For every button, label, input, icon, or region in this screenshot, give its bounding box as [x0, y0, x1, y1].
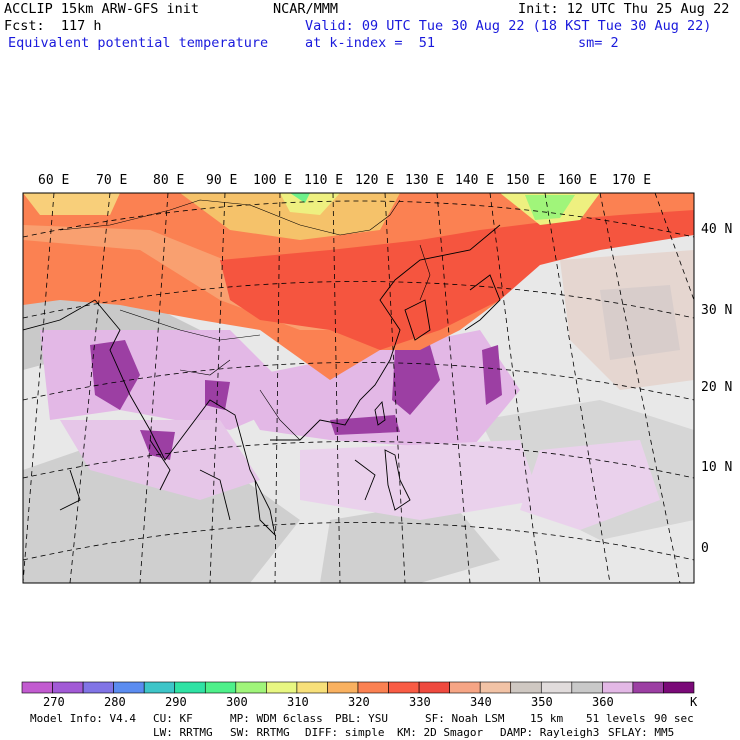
org-label: NCAR/MMM: [273, 1, 339, 17]
footer-levels: 51 levels: [586, 712, 646, 725]
colorbar-swatch: [327, 681, 359, 694]
colorbar-swatch: [21, 681, 53, 694]
borders: [59, 199, 431, 441]
footer-timestep: 90 sec: [654, 712, 694, 725]
lon-label: 100 E: [253, 173, 293, 188]
footer-sf: SF: Noah LSM: [425, 712, 505, 725]
colorbar-swatch: [540, 681, 573, 694]
lon-label: 160 E: [558, 173, 598, 188]
smoothing-label: sm= 2: [578, 35, 619, 51]
level-label: at k-index = 51: [305, 35, 436, 51]
model-title: ACCLIP 15km ARW-GFS init: [4, 1, 200, 17]
colorbar-swatch: [571, 681, 603, 694]
colorbar-unit: K: [690, 695, 698, 709]
lat-label: 40 N: [701, 222, 733, 237]
colorbar-label: 350: [531, 695, 553, 709]
colorbar-label: 310: [287, 695, 309, 709]
colorbar-swatch: [235, 681, 267, 694]
colorbar-swatch: [204, 681, 237, 694]
footer-sw: SW: RRTMG: [230, 726, 290, 739]
colorbar-label: 340: [470, 695, 492, 709]
footer-mp: MP: WDM 6class: [230, 712, 323, 725]
lat-label: 20 N: [701, 380, 733, 395]
colorbar-swatch: [479, 681, 512, 694]
coastlines: [23, 224, 501, 537]
colorbar-swatch: [449, 681, 481, 694]
colorbar-swatch: [632, 681, 664, 694]
footer-km: KM: 2D Smagor: [397, 726, 484, 739]
lon-label: 130 E: [405, 173, 445, 188]
footer-sflay: SFLAY: MM5: [608, 726, 675, 739]
colorbar-label: 360: [592, 695, 614, 709]
footer-model-info: Model Info: V4.4: [30, 712, 136, 725]
lon-label: 150 E: [506, 173, 546, 188]
footer-diff: DIFF: simple: [305, 726, 385, 739]
lon-label: 110 E: [304, 173, 344, 188]
colorbar-swatch: [266, 681, 298, 694]
colorbar-swatch: [143, 681, 176, 694]
map-frame: [22, 192, 695, 584]
colorbar-swatch: [663, 681, 695, 694]
footer-damp: DAMP: Rayleigh3: [500, 726, 600, 739]
lon-label: 90 E: [206, 173, 238, 188]
footer-lw: LW: RRTMG: [153, 726, 213, 739]
colorbar-label: 320: [348, 695, 370, 709]
colorbar-swatch: [357, 681, 389, 694]
lon-label: 140 E: [455, 173, 495, 188]
colorbar-label: 330: [409, 695, 431, 709]
colorbar-swatch: [82, 681, 114, 694]
lat-label: 10 N: [701, 460, 733, 475]
map-field: [23, 193, 694, 583]
lon-label: 170 E: [612, 173, 652, 188]
lon-label: 60 E: [38, 173, 70, 188]
colorbar-swatch: [52, 681, 84, 694]
colorbar-label: 280: [104, 695, 126, 709]
graticule: [23, 193, 694, 583]
footer-pbl: PBL: YSU: [335, 712, 388, 725]
footer-resolution: 15 km: [530, 712, 564, 725]
colorbar-swatch: [174, 681, 206, 694]
lon-label: 70 E: [96, 173, 128, 188]
colorbar-label: 300: [226, 695, 248, 709]
colorbar: [21, 681, 695, 694]
colorbar-label: 270: [43, 695, 65, 709]
colorbar-swatch: [113, 681, 145, 694]
colorbar-swatch: [602, 681, 634, 694]
lat-label: 30 N: [701, 303, 733, 318]
valid-time: Valid: 09 UTC Tue 30 Aug 22 (18 KST Tue …: [305, 18, 712, 34]
forecast-hour: Fcst: 117 h: [4, 18, 102, 34]
lat-label: 0: [701, 541, 709, 556]
field-name: Equivalent potential temperature: [8, 35, 269, 51]
colorbar-label: 290: [165, 695, 187, 709]
colorbar-swatch: [296, 681, 328, 694]
colorbar-swatch: [510, 681, 542, 694]
lon-label: 120 E: [355, 173, 395, 188]
lon-label: 80 E: [153, 173, 185, 188]
colorbar-swatch: [418, 681, 450, 694]
footer-cu: CU: KF: [153, 712, 193, 725]
init-time: Init: 12 UTC Thu 25 Aug 22: [518, 1, 730, 17]
colorbar-swatch: [388, 681, 420, 694]
